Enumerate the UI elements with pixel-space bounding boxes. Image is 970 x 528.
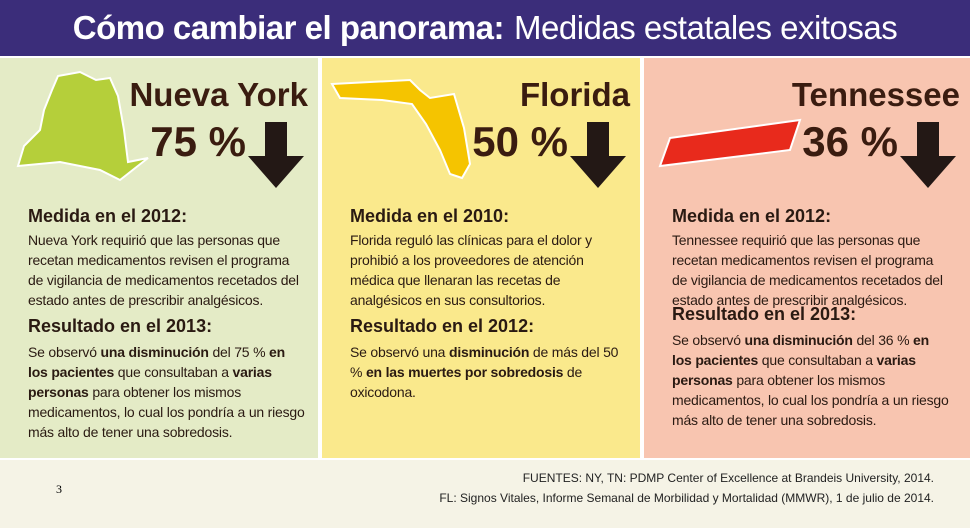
- measure-heading: Medida en el 2012:: [672, 206, 832, 226]
- measure-heading: Medida en el 2010:: [350, 206, 510, 226]
- text-run: para obtener los mismos medicamentos, lo…: [28, 384, 305, 440]
- text-run: de más del 50 %: [350, 344, 619, 380]
- header: Cómo cambiar el panorama: Medidas estatal…: [0, 0, 970, 56]
- down-arrow: [900, 122, 956, 188]
- state-panel: Florida 50 % Medida en el 2010: Florida reg…: [322, 58, 640, 458]
- sources: FUENTES: NY, TN: PDMP Center of Excellen…: [439, 468, 934, 508]
- page-number: 3: [56, 482, 62, 496]
- state-graphic: [658, 118, 956, 188]
- measure-text: Tennessee requirió que las personas que …: [672, 232, 943, 308]
- text-run: varias personas: [28, 364, 272, 400]
- state-map: [16, 70, 149, 182]
- state-graphic: [16, 70, 304, 188]
- text-run: en los pacientes: [28, 344, 285, 380]
- footer: 3 FUENTES: NY, TN: PDMP Center of Excell…: [0, 460, 970, 528]
- title-bold: Cómo cambiar el panorama:: [72, 9, 505, 46]
- source-line: FUENTES: NY, TN: PDMP Center of Excellen…: [522, 471, 934, 485]
- state-name: Nueva York: [129, 76, 308, 113]
- state-graphic: [330, 78, 626, 188]
- text-run: Se observó una: [350, 344, 449, 360]
- down-arrow: [248, 122, 304, 188]
- text-run: que consultaban a: [758, 352, 877, 368]
- result-heading: Resultado en el 2013:: [672, 304, 857, 324]
- text-run: del 75 %: [208, 344, 270, 360]
- result-text: Se observó una disminución del 36 % en l…: [672, 330, 952, 430]
- text-run: Se observó: [28, 344, 101, 360]
- text-run: en los pacientes: [672, 332, 929, 368]
- text-run: varias personas: [672, 352, 916, 388]
- title: Medidas estatales exitosas: [514, 9, 898, 46]
- measure-text: Florida reguló las clínicas para el dolo…: [350, 232, 592, 308]
- down-arrow: [570, 122, 626, 188]
- text-run: del 36 %: [852, 332, 914, 348]
- text-run: en las muertes por sobredosis: [365, 364, 564, 380]
- state-panel: Nueva York 75 % Medida en el 2012: Nueva Yo…: [0, 58, 318, 458]
- text-run: que consultaban a: [114, 364, 233, 380]
- result-text: Se observó una disminución del 75 % en l…: [28, 342, 308, 442]
- text-run: una disminución: [744, 332, 853, 348]
- result-heading: Resultado en el 2013:: [28, 316, 213, 336]
- state-map: [330, 78, 472, 180]
- text-run: de oxicodona.: [350, 364, 583, 400]
- text-run: para obtener los mismos medicamentos, lo…: [672, 372, 949, 428]
- text-run: disminución: [448, 344, 530, 360]
- result-heading: Resultado en el 2012:: [350, 316, 535, 336]
- result-text: Se observó una disminución de más del 50…: [350, 342, 630, 402]
- text-run: una disminución: [100, 344, 209, 360]
- state-panel: Tennessee 36 % Medida en el 2012: Tennessee…: [644, 58, 970, 458]
- state-map: [658, 118, 802, 168]
- state-name: Florida: [519, 76, 630, 113]
- text-run: Se observó: [672, 332, 745, 348]
- measure-text: Nueva York requirió que las personas que…: [28, 232, 299, 308]
- state-name: Tennessee: [791, 76, 960, 113]
- percent: 50 %: [472, 118, 568, 165]
- percent: 75 %: [150, 118, 246, 165]
- measure-heading: Medida en el 2012:: [28, 206, 188, 226]
- source-line: FL: Signos Vitales, Informe Semanal de M…: [439, 491, 934, 505]
- percent: 36 %: [802, 118, 898, 165]
